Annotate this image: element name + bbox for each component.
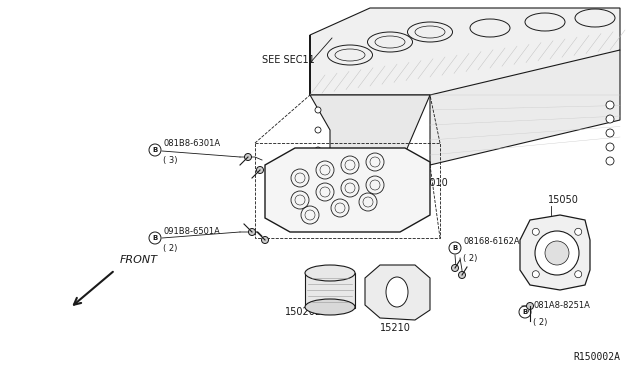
Polygon shape xyxy=(265,148,430,232)
Text: ( 2): ( 2) xyxy=(163,244,177,253)
Text: 081A8-8251A: 081A8-8251A xyxy=(533,301,590,310)
Circle shape xyxy=(244,154,252,160)
Circle shape xyxy=(315,147,321,153)
Text: R150002A: R150002A xyxy=(573,352,620,362)
Text: ( 2): ( 2) xyxy=(533,318,547,327)
Text: 15050: 15050 xyxy=(548,195,579,205)
Circle shape xyxy=(458,272,465,279)
Text: 15010: 15010 xyxy=(418,178,449,188)
Text: ( 3): ( 3) xyxy=(163,156,177,165)
Circle shape xyxy=(606,115,614,123)
Circle shape xyxy=(606,157,614,165)
Circle shape xyxy=(606,129,614,137)
Text: SEE SEC11: SEE SEC11 xyxy=(262,55,315,65)
Circle shape xyxy=(606,143,614,151)
Circle shape xyxy=(575,228,582,235)
Text: B: B xyxy=(152,147,157,153)
Text: FRONT: FRONT xyxy=(120,255,158,265)
Text: 091B8-6501A: 091B8-6501A xyxy=(163,227,220,236)
FancyBboxPatch shape xyxy=(305,273,355,308)
Circle shape xyxy=(606,101,614,109)
Text: 081B8-6301A: 081B8-6301A xyxy=(163,139,220,148)
Ellipse shape xyxy=(305,299,355,315)
Text: B: B xyxy=(452,245,458,251)
Text: B: B xyxy=(152,235,157,241)
Circle shape xyxy=(532,228,540,235)
Circle shape xyxy=(315,107,321,113)
Text: ( 2): ( 2) xyxy=(463,254,477,263)
Circle shape xyxy=(535,231,579,275)
Polygon shape xyxy=(365,265,430,320)
Circle shape xyxy=(248,228,255,235)
Polygon shape xyxy=(310,35,430,185)
Text: 15020B: 15020B xyxy=(285,307,323,317)
Text: 08168-6162A: 08168-6162A xyxy=(463,237,520,246)
Polygon shape xyxy=(430,50,620,165)
Circle shape xyxy=(575,271,582,278)
Circle shape xyxy=(257,167,264,173)
Circle shape xyxy=(545,241,569,265)
Circle shape xyxy=(262,237,269,244)
Text: 15210: 15210 xyxy=(380,323,411,333)
Circle shape xyxy=(527,302,534,310)
Circle shape xyxy=(451,264,458,272)
Polygon shape xyxy=(310,8,620,95)
Ellipse shape xyxy=(386,277,408,307)
Text: B: B xyxy=(522,309,527,315)
Polygon shape xyxy=(520,215,590,290)
Circle shape xyxy=(532,271,540,278)
Circle shape xyxy=(315,127,321,133)
Ellipse shape xyxy=(305,265,355,281)
